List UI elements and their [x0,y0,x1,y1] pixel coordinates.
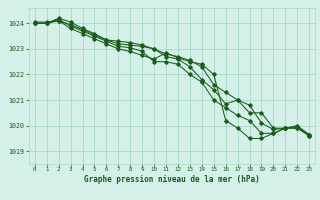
X-axis label: Graphe pression niveau de la mer (hPa): Graphe pression niveau de la mer (hPa) [84,175,260,184]
